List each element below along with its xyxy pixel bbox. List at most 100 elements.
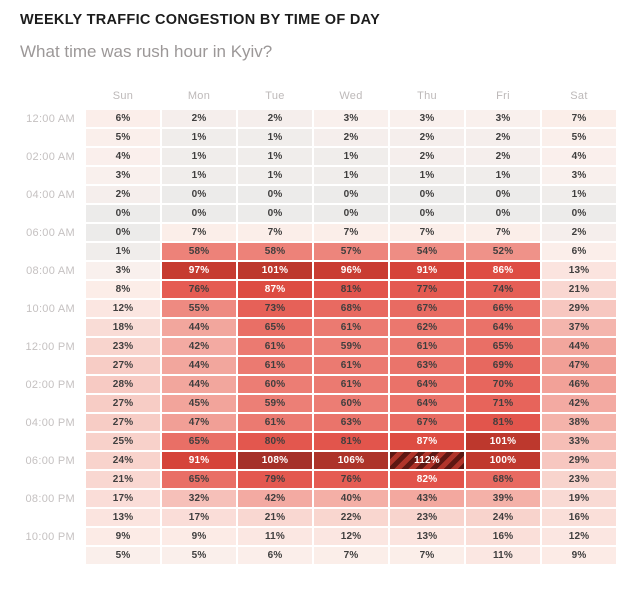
heatmap-cell[interactable]: 9% (162, 528, 236, 545)
heatmap-cell[interactable]: 23% (86, 338, 160, 355)
heatmap-cell[interactable]: 81% (314, 281, 388, 298)
heatmap-cell[interactable]: 7% (390, 547, 464, 564)
heatmap-cell[interactable]: 52% (466, 243, 540, 260)
heatmap-cell[interactable]: 0% (86, 224, 160, 241)
heatmap-cell[interactable]: 91% (390, 262, 464, 279)
heatmap-cell[interactable]: 77% (390, 281, 464, 298)
heatmap-cell[interactable]: 44% (162, 376, 236, 393)
heatmap-cell[interactable]: 0% (466, 186, 540, 203)
heatmap-cell[interactable]: 82% (390, 471, 464, 488)
heatmap-cell[interactable]: 58% (162, 243, 236, 260)
heatmap-cell[interactable]: 59% (314, 338, 388, 355)
heatmap-cell[interactable]: 96% (314, 262, 388, 279)
heatmap-cell[interactable]: 17% (86, 490, 160, 507)
heatmap-cell[interactable]: 81% (466, 414, 540, 431)
heatmap-cell[interactable]: 66% (466, 300, 540, 317)
heatmap-cell[interactable]: 24% (86, 452, 160, 469)
heatmap-cell[interactable]: 62% (390, 319, 464, 336)
heatmap-cell[interactable]: 42% (238, 490, 312, 507)
heatmap-cell[interactable]: 12% (314, 528, 388, 545)
heatmap-cell[interactable]: 3% (542, 167, 616, 184)
heatmap-cell[interactable]: 21% (238, 509, 312, 526)
heatmap-cell[interactable]: 27% (86, 357, 160, 374)
heatmap-cell[interactable]: 65% (162, 471, 236, 488)
heatmap-cell[interactable]: 3% (390, 110, 464, 127)
heatmap-cell[interactable]: 1% (314, 167, 388, 184)
heatmap-cell[interactable]: 2% (86, 186, 160, 203)
heatmap-cell[interactable]: 3% (86, 262, 160, 279)
heatmap-cell[interactable]: 76% (314, 471, 388, 488)
heatmap-cell[interactable]: 7% (162, 224, 236, 241)
heatmap-cell[interactable]: 5% (542, 129, 616, 146)
heatmap-cell[interactable]: 70% (466, 376, 540, 393)
heatmap-cell[interactable]: 39% (466, 490, 540, 507)
heatmap-cell[interactable]: 0% (466, 205, 540, 222)
heatmap-cell[interactable]: 9% (86, 528, 160, 545)
heatmap-cell[interactable]: 13% (542, 262, 616, 279)
heatmap-cell[interactable]: 64% (390, 376, 464, 393)
heatmap-cell[interactable]: 43% (390, 490, 464, 507)
heatmap-cell[interactable]: 21% (86, 471, 160, 488)
heatmap-cell[interactable]: 0% (238, 186, 312, 203)
heatmap-cell[interactable]: 29% (542, 300, 616, 317)
heatmap-cell[interactable]: 32% (162, 490, 236, 507)
heatmap-cell[interactable]: 58% (238, 243, 312, 260)
heatmap-cell[interactable]: 4% (542, 148, 616, 165)
heatmap-cell[interactable]: 28% (86, 376, 160, 393)
heatmap-cell[interactable]: 65% (466, 338, 540, 355)
heatmap-cell[interactable]: 61% (314, 319, 388, 336)
heatmap-cell[interactable]: 1% (238, 167, 312, 184)
heatmap-cell[interactable]: 2% (238, 110, 312, 127)
heatmap-cell[interactable]: 13% (390, 528, 464, 545)
heatmap-cell[interactable]: 87% (238, 281, 312, 298)
heatmap-cell[interactable]: 47% (162, 414, 236, 431)
heatmap-cell[interactable]: 1% (238, 148, 312, 165)
heatmap-cell[interactable]: 7% (390, 224, 464, 241)
heatmap-cell-highlighted[interactable]: 112% (390, 452, 464, 469)
heatmap-cell[interactable]: 2% (466, 129, 540, 146)
heatmap-cell[interactable]: 61% (238, 414, 312, 431)
heatmap-cell[interactable]: 76% (162, 281, 236, 298)
heatmap-cell[interactable]: 8% (86, 281, 160, 298)
heatmap-cell[interactable]: 4% (86, 148, 160, 165)
heatmap-cell[interactable]: 57% (314, 243, 388, 260)
heatmap-cell[interactable]: 67% (390, 300, 464, 317)
heatmap-cell[interactable]: 2% (314, 129, 388, 146)
heatmap-cell[interactable]: 6% (86, 110, 160, 127)
heatmap-cell[interactable]: 5% (86, 547, 160, 564)
heatmap-cell[interactable]: 5% (162, 547, 236, 564)
heatmap-cell[interactable]: 33% (542, 433, 616, 450)
heatmap-cell[interactable]: 61% (238, 338, 312, 355)
heatmap-cell[interactable]: 0% (162, 205, 236, 222)
heatmap-cell[interactable]: 0% (390, 186, 464, 203)
heatmap-cell[interactable]: 61% (314, 376, 388, 393)
heatmap-cell[interactable]: 65% (162, 433, 236, 450)
heatmap-cell[interactable]: 22% (314, 509, 388, 526)
heatmap-cell[interactable]: 2% (162, 110, 236, 127)
heatmap-cell[interactable]: 61% (238, 357, 312, 374)
heatmap-cell[interactable]: 101% (238, 262, 312, 279)
heatmap-cell[interactable]: 3% (86, 167, 160, 184)
heatmap-cell[interactable]: 25% (86, 433, 160, 450)
heatmap-cell[interactable]: 12% (542, 528, 616, 545)
heatmap-cell[interactable]: 44% (162, 357, 236, 374)
heatmap-cell[interactable]: 101% (466, 433, 540, 450)
heatmap-cell[interactable]: 1% (162, 148, 236, 165)
heatmap-cell[interactable]: 0% (238, 205, 312, 222)
heatmap-cell[interactable]: 1% (390, 167, 464, 184)
heatmap-cell[interactable]: 86% (466, 262, 540, 279)
heatmap-cell[interactable]: 0% (162, 186, 236, 203)
heatmap-cell[interactable]: 60% (314, 395, 388, 412)
heatmap-cell[interactable]: 63% (390, 357, 464, 374)
heatmap-cell[interactable]: 44% (162, 319, 236, 336)
heatmap-cell[interactable]: 42% (542, 395, 616, 412)
heatmap-cell[interactable]: 19% (542, 490, 616, 507)
heatmap-cell[interactable]: 0% (314, 205, 388, 222)
heatmap-cell[interactable]: 0% (390, 205, 464, 222)
heatmap-cell[interactable]: 5% (86, 129, 160, 146)
heatmap-cell[interactable]: 87% (390, 433, 464, 450)
heatmap-cell[interactable]: 17% (162, 509, 236, 526)
heatmap-cell[interactable]: 37% (542, 319, 616, 336)
heatmap-cell[interactable]: 100% (466, 452, 540, 469)
heatmap-cell[interactable]: 45% (162, 395, 236, 412)
